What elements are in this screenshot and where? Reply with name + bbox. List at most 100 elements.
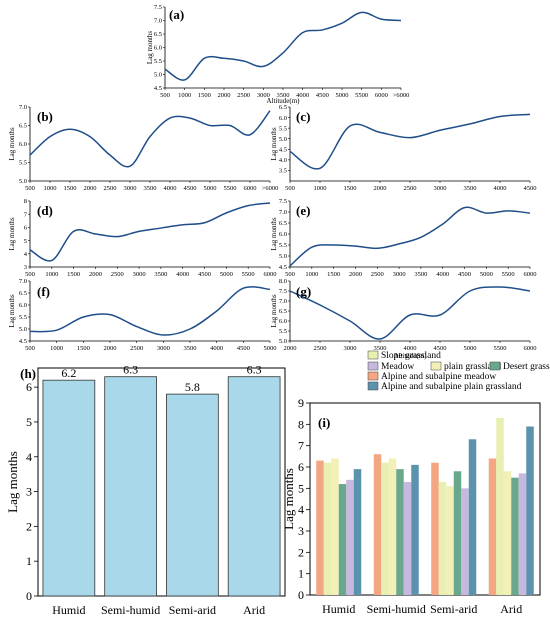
x-tick-label: 500 [160, 92, 170, 99]
y-tick-label: 6 [24, 225, 28, 232]
y-tick-label: 7.0 [279, 298, 287, 305]
y-tick-label: 7.0 [19, 278, 27, 285]
y-tick-label: 4.0 [279, 157, 287, 164]
x-tick-label: 500 [285, 185, 295, 192]
x-tick-label: 1000 [45, 271, 58, 278]
x-tick-label: Humid [322, 602, 355, 616]
x-tick-label: 4000 [494, 185, 507, 192]
series-line [29, 110, 271, 168]
bar [431, 462, 439, 595]
x-tick-label: 3500 [144, 185, 157, 192]
y-tick-label: 6.0 [154, 45, 162, 52]
x-tick-label: 500 [285, 271, 295, 278]
bar [323, 462, 332, 595]
chart-panel-h: 0 1 2 3 4 5 6 6.2 Humid 6.3 Semi-humid 5.8 Semi-arid… [5, 363, 286, 617]
legend-item: Slope grassland [367, 350, 441, 361]
y-tick-label: 4.5 [279, 146, 287, 153]
y-tick-label: 6 [26, 380, 32, 394]
y-tick-label: 6.0 [19, 302, 27, 309]
x-tick-label: Semi-humid [101, 603, 160, 617]
x-tick-label: 2500 [104, 185, 117, 192]
y-tick-label: 0 [26, 589, 32, 603]
x-tick-label: 5000 [264, 345, 277, 352]
y-tick-label: 4.5 [279, 264, 287, 271]
chart-panel-i: 0 1 2 3 4 5 6 7 8 9 Humid Semi-humid Semi-arid Arid (i… [281, 350, 550, 616]
legend-item: Alpine and subalpine meadow [367, 371, 496, 382]
legend-label: plain grassland [444, 362, 502, 372]
y-tick-label: 6.0 [19, 141, 27, 148]
legend-swatch [367, 350, 379, 360]
y-tick-label: 6.5 [279, 104, 287, 111]
bar [411, 464, 419, 595]
x-tick-label: 2500 [130, 345, 143, 352]
legend-item: Alpine and subalpine plain grassland [367, 381, 522, 392]
x-tick-label: 1500 [327, 271, 340, 278]
y-tick-label: 5 [24, 238, 27, 245]
y-tick-label: 7.5 [279, 288, 287, 295]
bar [453, 471, 462, 595]
y-tick-label: 6.5 [279, 220, 287, 227]
x-tick-label: 6000 [264, 271, 277, 278]
x-tick-label: 500 [25, 345, 35, 352]
y-tick-label: 7.5 [279, 198, 287, 205]
x-tick-label: >6000 [262, 185, 279, 192]
bar [338, 484, 347, 595]
x-tick-label: 1500 [77, 345, 90, 352]
x-tick-label: 5500 [494, 345, 507, 352]
series-line [289, 286, 531, 340]
x-tick-label: 4000 [210, 345, 223, 352]
x-axis-label: Altitude(m) [393, 352, 427, 360]
x-tick-label: 4500 [434, 345, 447, 352]
y-tick-label: 4.5 [154, 85, 162, 92]
y-tick-label: 5 [298, 481, 304, 495]
x-tick-label: 2500 [111, 271, 124, 278]
x-tick-label: 6000 [375, 92, 388, 99]
x-tick-label: 5000 [220, 271, 233, 278]
x-tick-label: 4500 [237, 345, 250, 352]
y-tick-label: 5.0 [19, 326, 27, 333]
bar [488, 458, 497, 595]
legend-swatch [430, 361, 442, 371]
x-tick-label: Humid [52, 603, 85, 617]
y-tick-label: 3.5 [279, 168, 287, 175]
legend-label: Meadow [381, 362, 414, 372]
y-tick-label: 5.0 [154, 72, 162, 79]
legend-label: Slope grassland [381, 351, 441, 361]
x-tick-label: 2000 [84, 185, 97, 192]
y-tick-label: 6.5 [19, 290, 27, 297]
x-tick-label: 4500 [184, 185, 197, 192]
panel-label: (f) [37, 284, 50, 299]
y-tick-label: 2 [298, 545, 304, 559]
y-tick-label: 6.0 [279, 318, 287, 325]
y-tick-label: 8.0 [279, 278, 287, 285]
x-tick-label: 2000 [374, 185, 387, 192]
y-tick-label: 5.0 [19, 178, 27, 185]
bar [396, 469, 404, 595]
legend-label: Desert grassland [503, 362, 550, 372]
axes-frame [289, 281, 530, 342]
chart-panel-e: 500 1000 1500 2000 2500 3000 3500 4000 4500 5000 5… [270, 198, 537, 278]
x-tick-label: Arid [500, 602, 522, 616]
bar [166, 393, 219, 597]
x-tick-label: 3000 [344, 345, 357, 352]
legend-swatch [367, 371, 379, 381]
y-axis-label: Lag months [8, 127, 16, 161]
x-tick-label: 3000 [393, 271, 406, 278]
x-tick-label: 3500 [464, 185, 477, 192]
y-tick-label: 9 [298, 396, 304, 410]
axes-frame [37, 367, 286, 597]
y-axis-label: Lag months [146, 31, 154, 65]
y-tick-label: 2 [26, 519, 32, 533]
chart-panel-c: 500 1000 1500 2000 2500 3000 3500 4000 4500 3.5 4.… [270, 104, 537, 192]
y-tick-label: 6.0 [279, 115, 287, 122]
x-axis-label: Altitude(m) [266, 97, 300, 105]
x-tick-label: 3000 [157, 345, 170, 352]
x-tick-label: 3500 [374, 345, 387, 352]
y-tick-label: 5.5 [279, 242, 287, 249]
x-tick-label: 3000 [133, 271, 146, 278]
y-tick-label: 0 [298, 588, 304, 602]
bar [511, 477, 519, 595]
x-tick-label: 2500 [237, 92, 250, 99]
bar [461, 488, 469, 595]
x-tick-label: 3000 [124, 185, 137, 192]
